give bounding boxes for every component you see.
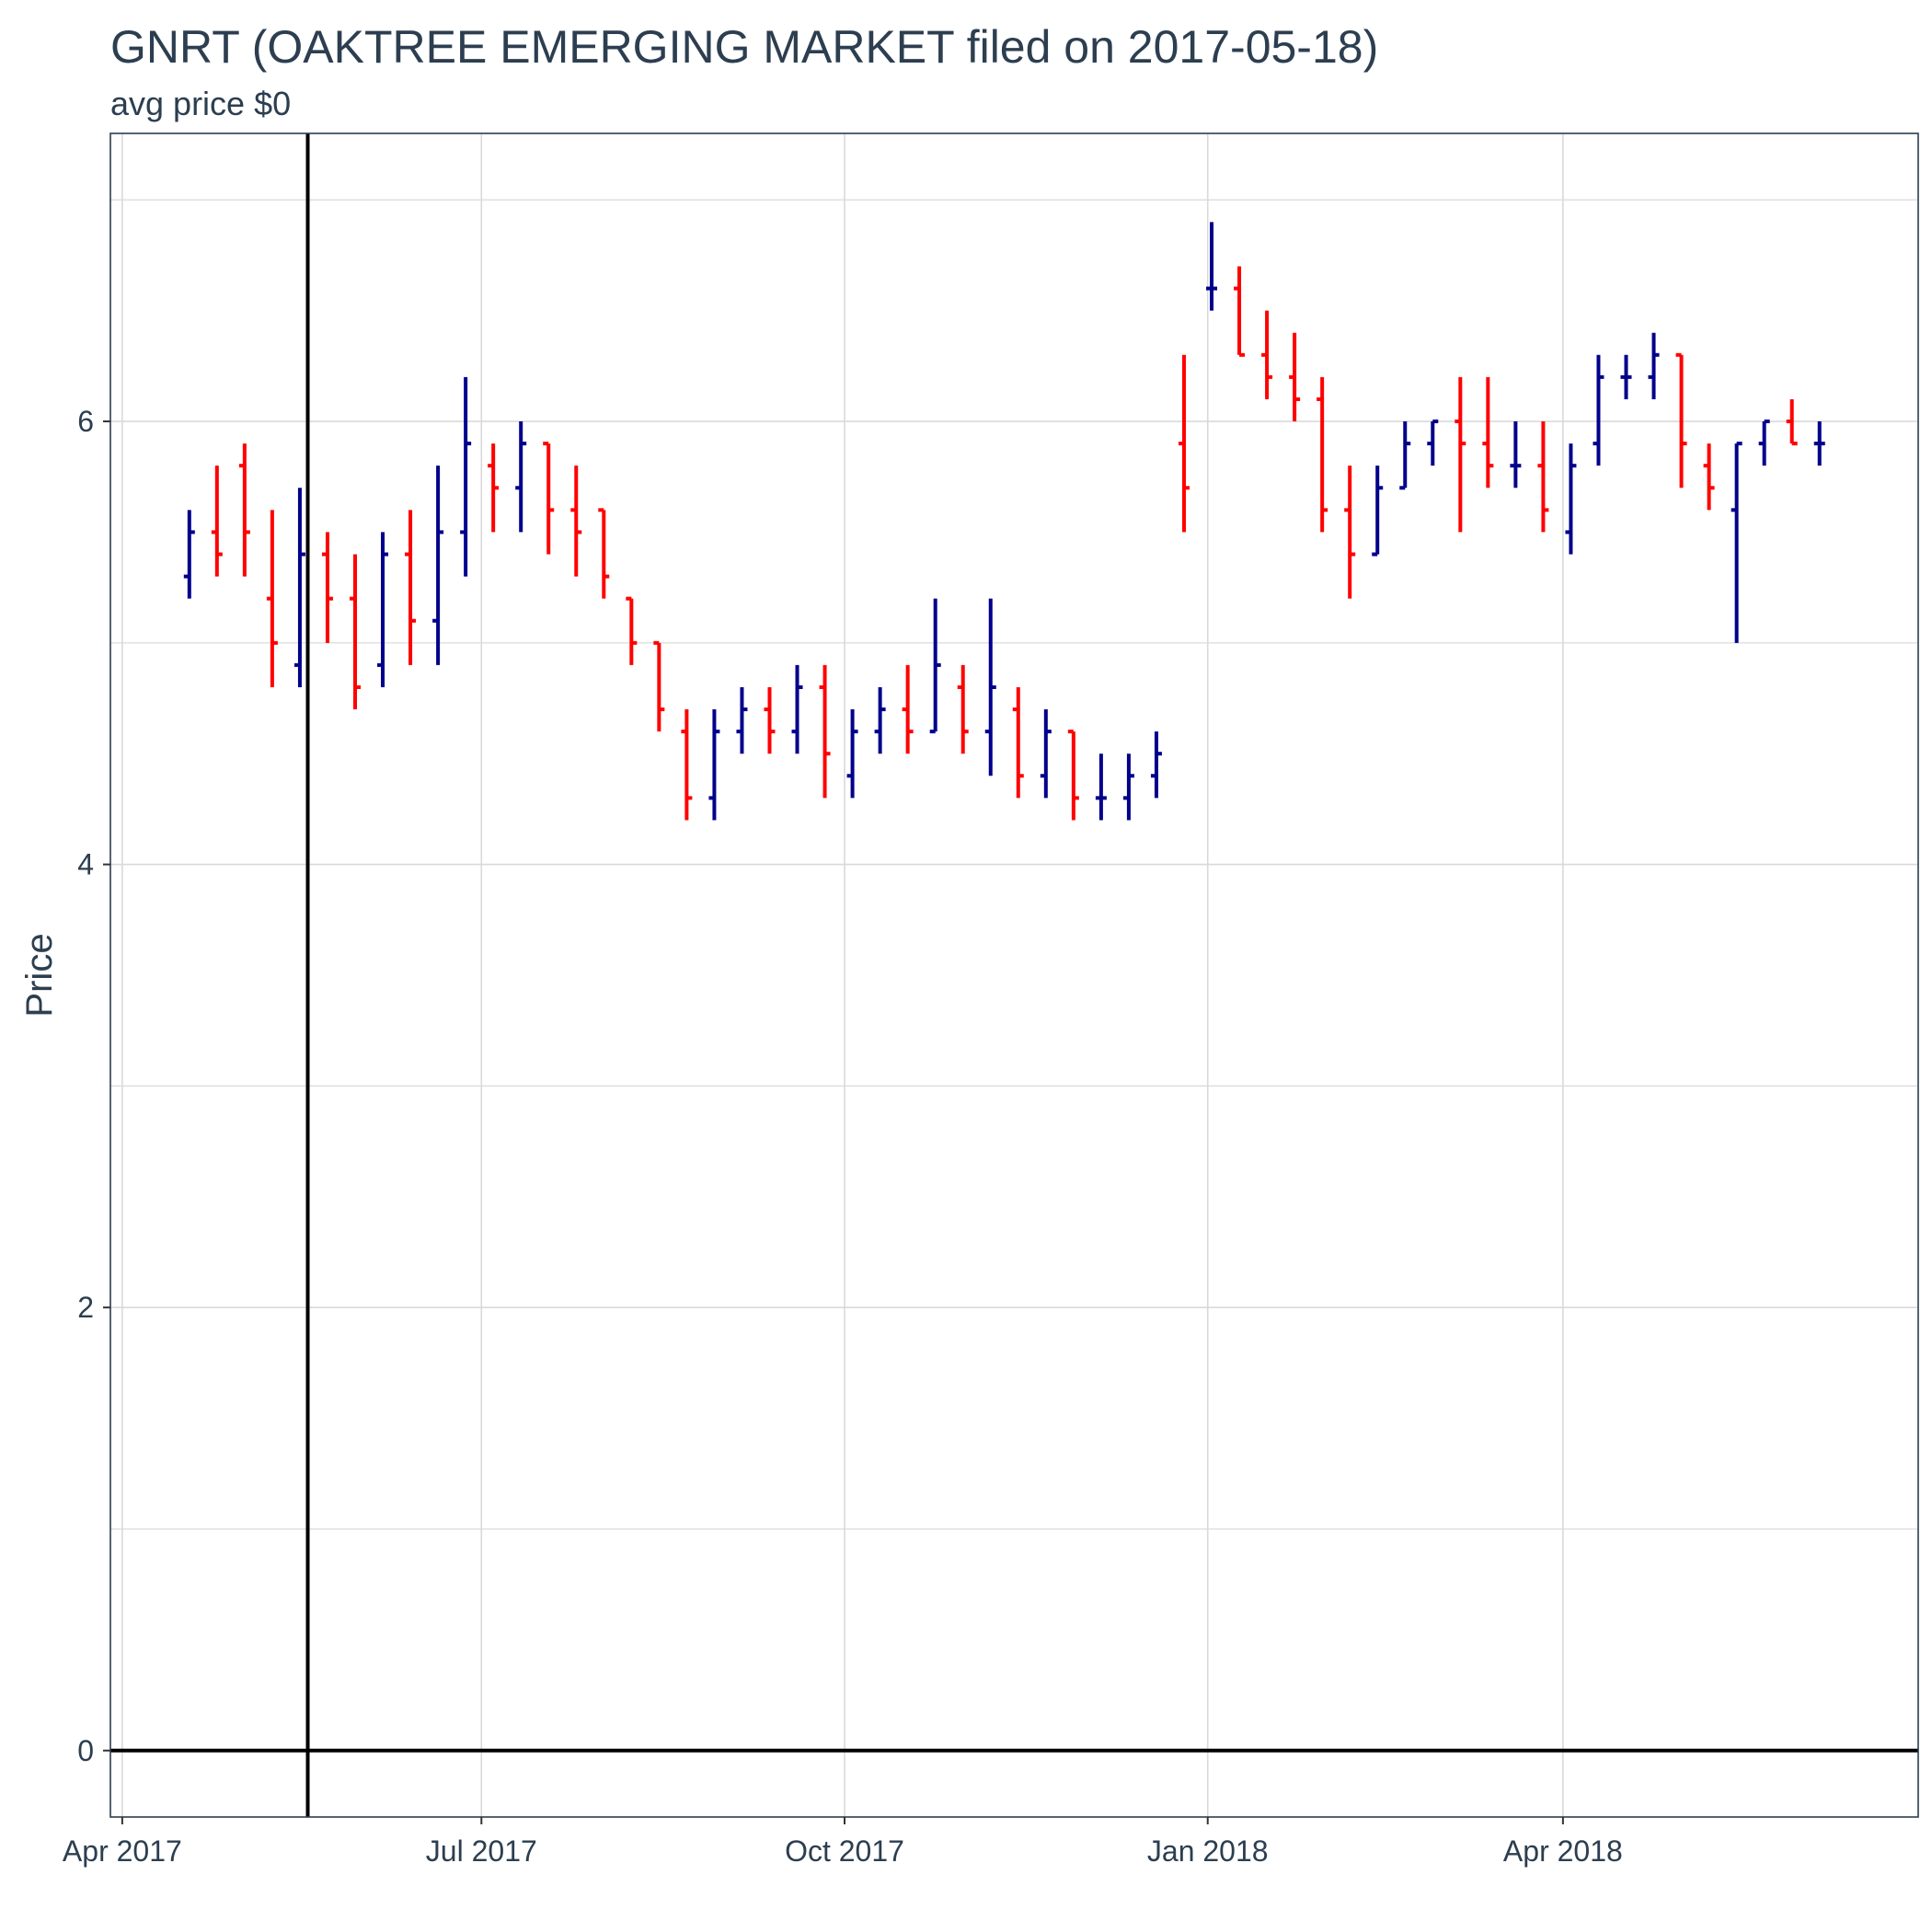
major-grid xyxy=(110,133,1918,1817)
chart-title: GNRT (OAKTREE EMERGING MARKET filed on 2… xyxy=(110,21,1379,73)
ohlc-bar-up xyxy=(791,664,803,754)
ohlc-bar-down xyxy=(1675,352,1687,489)
ohlc-bar-up xyxy=(1206,222,1218,311)
ohlc-bar-up xyxy=(1593,354,1604,466)
ohlc-bar-up xyxy=(1122,753,1134,821)
ohlc-bar-down xyxy=(1537,421,1549,533)
ohlc-bar-down xyxy=(350,554,362,710)
ohlc-bar-down xyxy=(681,709,693,821)
ohlc-bar-down xyxy=(957,664,969,754)
ohlc-bars xyxy=(183,222,1825,821)
ohlc-bar-down xyxy=(1344,466,1356,599)
ohlc-bar-up xyxy=(1399,421,1411,490)
ohlc-bar-up xyxy=(1040,709,1052,799)
ohlc-bar-up xyxy=(1620,354,1632,399)
y-tick-label: 6 xyxy=(77,405,94,438)
ohlc-bar-down xyxy=(266,510,278,687)
ohlc-bar-up xyxy=(1427,420,1439,466)
ohlc-bar-down xyxy=(764,686,776,754)
ohlc-bar-up xyxy=(432,466,444,665)
y-tick-label: 0 xyxy=(77,1734,94,1767)
ohlc-bar-up xyxy=(1758,420,1770,466)
y-axis-title: Price xyxy=(19,933,60,1017)
x-tick-label: Jan 2018 xyxy=(1147,1834,1269,1868)
chart-subtitle: avg price $0 xyxy=(110,85,292,122)
ohlc-bar-up xyxy=(736,686,748,754)
ohlc-bar-down xyxy=(1261,310,1273,399)
ohlc-bar-down xyxy=(488,443,500,533)
y-tick-label: 4 xyxy=(77,848,94,881)
ohlc-bar-down xyxy=(1067,730,1079,821)
ohlc-bar-up xyxy=(708,709,720,821)
ohlc-bar-down xyxy=(238,443,250,577)
ohlc-bar-down xyxy=(626,596,638,665)
x-tick-label: Oct 2017 xyxy=(785,1834,904,1868)
ohlc-bar-down xyxy=(1234,266,1246,357)
ohlc-bar-down xyxy=(543,442,555,555)
ohlc-bar-up xyxy=(183,510,195,599)
x-tick-label: Jul 2017 xyxy=(426,1834,537,1868)
ohlc-bar-down xyxy=(1482,376,1494,489)
ohlc-bar-down xyxy=(321,532,333,643)
reference-lines xyxy=(110,133,1918,1817)
ohlc-bar-down xyxy=(1317,376,1328,533)
ohlc-bar-down xyxy=(1703,443,1715,511)
ohlc-bar-up xyxy=(874,686,886,754)
ohlc-bar-up xyxy=(846,709,858,799)
y-tick-label: 2 xyxy=(77,1291,94,1324)
x-tick-label: Apr 2017 xyxy=(63,1834,182,1868)
ohlc-bar-down xyxy=(902,664,914,754)
ohlc-bar-up xyxy=(1150,731,1162,799)
y-axis-ticks: 0 2 4 6 xyxy=(77,405,110,1767)
ohlc-bar-up xyxy=(1731,442,1742,643)
ohlc-bar-up xyxy=(984,598,996,776)
ohlc-bar-up xyxy=(1510,421,1522,489)
ohlc-bar-up xyxy=(293,488,305,687)
panel-border xyxy=(109,132,1919,1818)
ohlc-bar-down xyxy=(1012,686,1024,799)
x-axis-ticks: Apr 2017 Jul 2017 Oct 2017 Jan 2018 Apr 2018 xyxy=(63,1817,1623,1868)
ohlc-bar-down xyxy=(405,510,417,665)
ohlc-bar-up xyxy=(1095,753,1107,821)
ohlc-bar-down xyxy=(598,508,610,599)
ohlc-bar-up xyxy=(515,421,527,533)
ohlc-bar-up xyxy=(1813,421,1825,466)
ohlc-bar-down xyxy=(1178,354,1190,533)
ohlc-bar-up xyxy=(1648,332,1660,399)
ohlc-bar-up xyxy=(1372,466,1384,557)
ohlc-bar-down xyxy=(570,466,582,577)
ohlc-bar-down xyxy=(1289,332,1301,422)
ohlc-bar-down xyxy=(819,664,831,799)
ohlc-bar-up xyxy=(929,598,941,734)
ohlc-bar-down xyxy=(1455,376,1466,533)
ohlc-bar-down xyxy=(211,466,223,577)
minor-grid xyxy=(110,199,1918,1530)
ohlc-bar-down xyxy=(653,640,665,732)
x-tick-label: Apr 2018 xyxy=(1503,1834,1623,1868)
ohlc-bar-up xyxy=(460,376,472,577)
ohlc-bar-down xyxy=(1786,398,1798,446)
ohlc-bar-up xyxy=(1565,443,1577,555)
ohlc-bar-up xyxy=(377,532,389,687)
